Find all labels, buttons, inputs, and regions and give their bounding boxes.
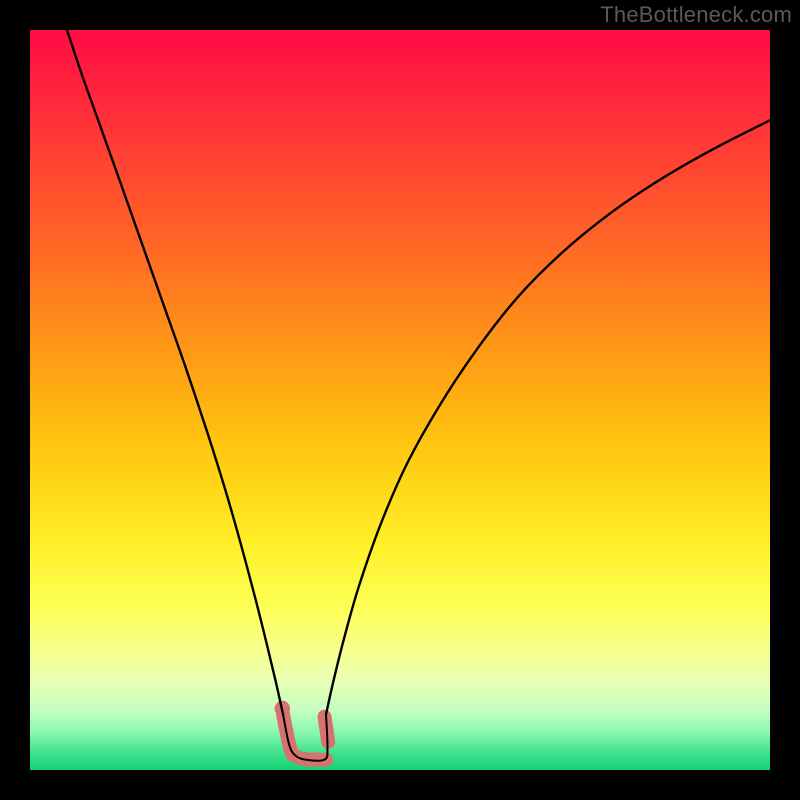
chart-svg	[30, 30, 770, 770]
watermark-text: TheBottleneck.com	[600, 2, 792, 28]
plot-container	[30, 30, 770, 770]
